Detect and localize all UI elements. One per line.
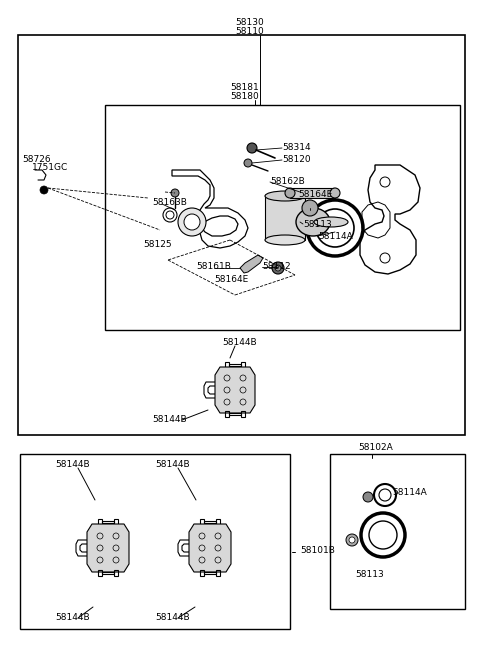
Text: 58130: 58130 xyxy=(236,18,264,27)
Circle shape xyxy=(346,534,358,546)
Text: 58181: 58181 xyxy=(230,83,259,92)
Text: 58144B: 58144B xyxy=(152,415,187,424)
Text: 58144B: 58144B xyxy=(155,460,190,469)
Text: 58144B: 58144B xyxy=(55,613,90,622)
Text: 58161B: 58161B xyxy=(196,262,231,271)
Text: 58102A: 58102A xyxy=(358,443,393,452)
Circle shape xyxy=(178,208,206,236)
Bar xyxy=(105,105,460,330)
Circle shape xyxy=(275,265,281,271)
Text: 58164E: 58164E xyxy=(214,275,248,284)
Bar xyxy=(18,35,465,435)
Text: 1751GC: 1751GC xyxy=(32,163,68,172)
Text: 58144B: 58144B xyxy=(55,460,90,469)
Text: 58120: 58120 xyxy=(282,155,311,164)
Text: 58101B: 58101B xyxy=(300,546,335,555)
Text: 58114A: 58114A xyxy=(392,488,427,497)
Text: 58110: 58110 xyxy=(236,27,264,36)
Bar xyxy=(290,188,335,198)
Text: 58112: 58112 xyxy=(262,262,290,271)
Text: 58180: 58180 xyxy=(230,92,259,101)
Polygon shape xyxy=(189,524,231,572)
Text: 58113: 58113 xyxy=(303,220,332,229)
Bar xyxy=(330,454,465,609)
Text: 58114A: 58114A xyxy=(318,232,353,241)
Text: 58144B: 58144B xyxy=(155,613,190,622)
Circle shape xyxy=(349,537,355,543)
Circle shape xyxy=(244,159,252,167)
Text: 58162B: 58162B xyxy=(270,177,305,186)
Text: 58726: 58726 xyxy=(22,155,50,164)
Circle shape xyxy=(363,492,373,502)
Text: 58314: 58314 xyxy=(282,143,311,152)
Bar xyxy=(265,195,305,240)
Bar xyxy=(20,454,290,629)
Text: 58144B: 58144B xyxy=(222,338,257,347)
Polygon shape xyxy=(215,367,255,413)
Polygon shape xyxy=(240,255,263,273)
Circle shape xyxy=(272,262,284,274)
Circle shape xyxy=(184,214,200,230)
Text: 58164E: 58164E xyxy=(298,190,332,199)
Ellipse shape xyxy=(296,208,330,236)
Circle shape xyxy=(247,143,257,153)
Ellipse shape xyxy=(285,188,295,198)
Polygon shape xyxy=(87,524,129,572)
Ellipse shape xyxy=(330,188,340,198)
Circle shape xyxy=(171,189,179,197)
Ellipse shape xyxy=(314,217,348,227)
Circle shape xyxy=(40,186,48,194)
Ellipse shape xyxy=(265,235,305,245)
Circle shape xyxy=(302,200,318,216)
Text: 58163B: 58163B xyxy=(152,198,187,207)
Ellipse shape xyxy=(265,191,305,201)
Text: 58125: 58125 xyxy=(143,240,172,249)
Text: 58113: 58113 xyxy=(355,570,384,579)
